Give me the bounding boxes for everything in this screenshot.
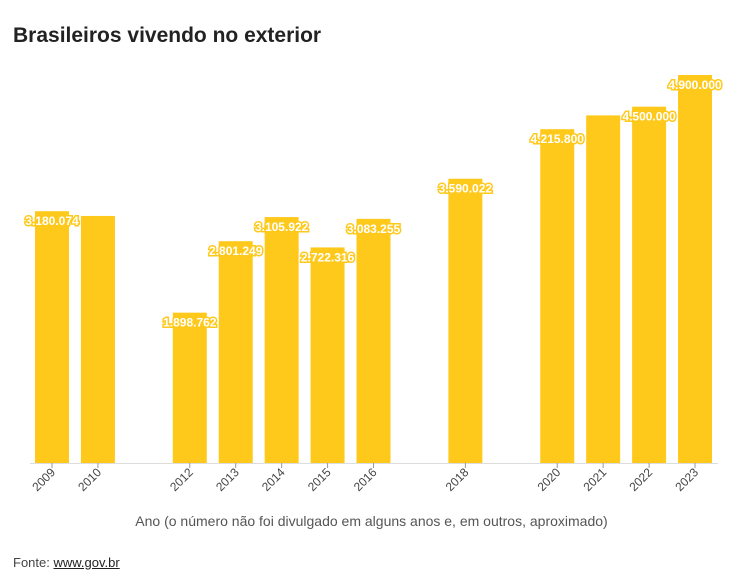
x-tick-label-2012: 2012 bbox=[167, 465, 196, 494]
data-label-2014: 3.105.922 bbox=[255, 220, 309, 234]
data-label-2013: 2.801.249 bbox=[209, 244, 263, 258]
data-label-2018: 3.590.022 bbox=[439, 182, 493, 196]
x-tick-label-2022: 2022 bbox=[626, 465, 655, 494]
x-tick-label-2013: 2013 bbox=[213, 465, 242, 494]
x-tick-label-2015: 2015 bbox=[305, 465, 334, 494]
bar-2012 bbox=[172, 312, 207, 463]
data-label-2016: 3.083.255 bbox=[347, 222, 401, 236]
bar-2023 bbox=[678, 75, 713, 463]
bar-2015 bbox=[310, 247, 345, 463]
bar-2022 bbox=[632, 106, 667, 464]
source-note: Fonte: www.gov.br bbox=[13, 555, 120, 570]
data-label-2012: 1.898.762 bbox=[163, 316, 217, 330]
bar-2021 bbox=[586, 115, 621, 464]
x-tick-label-2021: 2021 bbox=[580, 465, 609, 494]
bar-2009 bbox=[35, 211, 69, 463]
source-link[interactable]: www.gov.br bbox=[53, 555, 120, 570]
data-label-2022: 4.500.000 bbox=[622, 110, 676, 124]
data-label-2020: 4.215.800 bbox=[531, 132, 585, 146]
bar-2013 bbox=[218, 241, 253, 463]
x-axis-label: Ano (o número não foi divulgado em algun… bbox=[135, 513, 608, 529]
x-tick-label-2009: 2009 bbox=[29, 465, 58, 494]
x-tick-label-2023: 2023 bbox=[672, 465, 701, 494]
x-tick-label-2010: 2010 bbox=[75, 465, 104, 494]
bar-2020 bbox=[540, 129, 575, 463]
data-label-2023: 4.900.000 bbox=[668, 78, 722, 92]
data-label-2009: 3.180.074 bbox=[25, 214, 79, 228]
bar-2016 bbox=[356, 218, 391, 463]
chart-title: Brasileiros vivendo no exterior bbox=[13, 24, 322, 47]
x-tick-label-2018: 2018 bbox=[443, 465, 472, 494]
source-prefix: Fonte: bbox=[13, 555, 54, 570]
bar-2014 bbox=[264, 217, 299, 463]
data-label-2015: 2.722.316 bbox=[301, 250, 355, 264]
x-tick-label-2016: 2016 bbox=[351, 465, 380, 494]
bar-2010 bbox=[80, 215, 115, 463]
x-tick-label-2014: 2014 bbox=[259, 465, 288, 494]
x-tick-label-2020: 2020 bbox=[535, 465, 564, 494]
bar-2018 bbox=[448, 178, 483, 463]
